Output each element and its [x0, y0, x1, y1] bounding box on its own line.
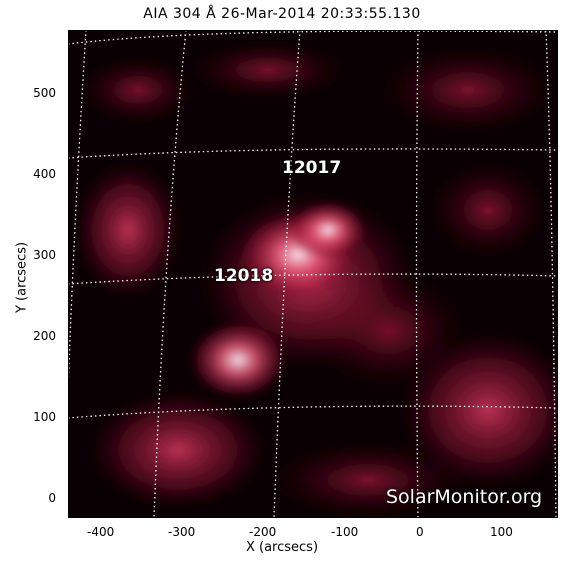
x-tick-label: -100: [331, 525, 359, 539]
credit-watermark: SolarMonitor.org: [386, 486, 543, 508]
coordinate-grid: [68, 30, 558, 518]
active-region-label: 12018: [214, 266, 274, 286]
x-tick-label: -300: [168, 525, 196, 539]
image-title: AIA 304 Å 26-Mar-2014 20:33:55.130: [143, 6, 421, 22]
y-tick-label: 500: [33, 86, 56, 100]
x-tick-label: 100: [490, 525, 513, 539]
y-tick-label: 0: [48, 491, 56, 505]
x-tick-label: -400: [87, 525, 115, 539]
active-region-label: 12017: [282, 158, 342, 178]
x-tick-label: 0: [416, 525, 424, 539]
y-tick-label: 400: [33, 167, 56, 181]
y-axis-label: Y (arcsecs): [14, 241, 30, 314]
x-tick-label: -200: [249, 525, 277, 539]
solar-image-canvas: [68, 30, 558, 518]
y-tick-label: 200: [33, 329, 56, 343]
y-tick-label: 100: [33, 410, 56, 424]
y-tick-label: 300: [33, 248, 56, 262]
x-axis-label: X (arcsecs): [245, 540, 319, 555]
solar-image: [68, 30, 558, 518]
